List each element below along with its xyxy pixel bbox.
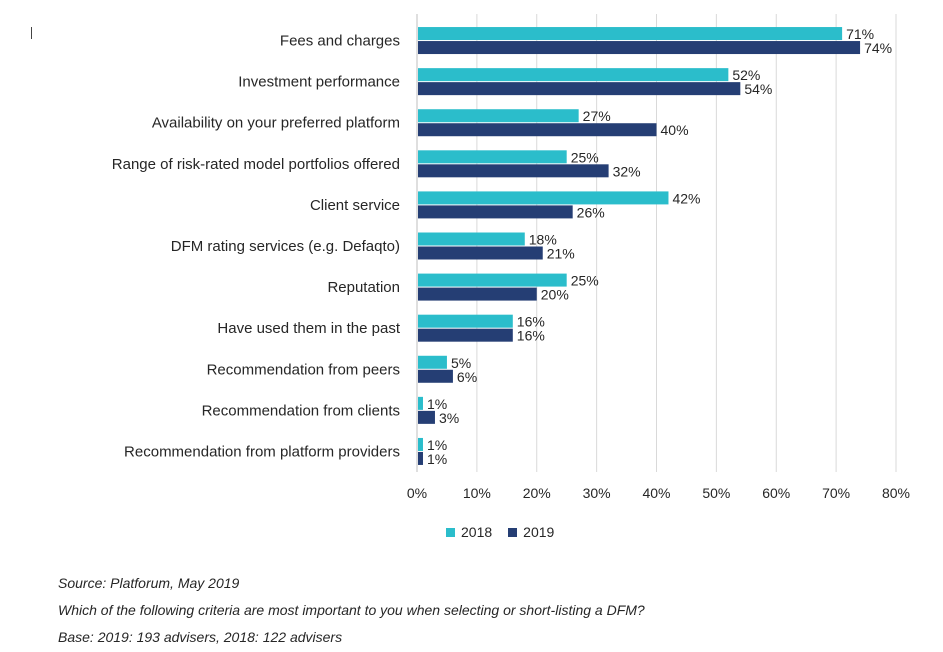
data-label-2019: 6%: [457, 369, 477, 385]
bar-2018: [418, 396, 423, 410]
bar-2019: [418, 328, 513, 342]
bar-2018: [418, 191, 669, 205]
category-label: Range of risk-rated model portfolios off…: [112, 156, 400, 173]
category-label: Recommendation from platform providers: [124, 443, 400, 460]
chart-notes: Source: Platforum, May 2019 Which of the…: [58, 570, 645, 651]
legend-item-2018: 2018: [446, 524, 492, 540]
data-label-2019: 54%: [744, 81, 772, 97]
bar-2019: [418, 41, 861, 55]
bar-2019: [418, 287, 537, 301]
data-label-2018: 1%: [427, 396, 447, 412]
data-label-2019: 1%: [427, 451, 447, 467]
data-label-2018: 42%: [672, 190, 700, 206]
legend-swatch-2018: [446, 527, 455, 537]
text-cursor: [31, 27, 32, 39]
bar-2019: [418, 369, 453, 383]
data-label-2018: 16%: [517, 314, 545, 330]
category-label: Recommendation from clients: [202, 402, 400, 419]
base-note: Base: 2019: 193 advisers, 2018: 122 advi…: [58, 629, 343, 645]
bar-2019: [418, 123, 657, 137]
x-tick-label: 10%: [463, 485, 491, 501]
bar-2018: [418, 437, 423, 451]
bar-2018: [418, 314, 513, 328]
bar-2019: [418, 410, 435, 424]
bar-2019: [418, 246, 543, 260]
bar-2018: [418, 68, 729, 82]
data-label-2019: 26%: [577, 204, 605, 220]
data-label-2018: 27%: [583, 108, 611, 124]
bar-2018: [418, 355, 447, 369]
x-tick-label: 0%: [407, 485, 427, 501]
bar-chart: 0% 10% 20% 30% 40% 50% 60% 70% 80% Fees and charg…: [112, 14, 910, 501]
x-tick-label: 50%: [702, 485, 730, 501]
x-tick-label: 30%: [583, 485, 611, 501]
data-label-2018: 71%: [846, 26, 874, 42]
category-label: Investment performance: [238, 74, 400, 91]
question-note: Which of the following criteria are most…: [58, 602, 645, 618]
category-label: Fees and charges: [280, 33, 400, 50]
data-label-2019: 40%: [661, 122, 689, 138]
data-label-2018: 52%: [732, 67, 760, 83]
x-tick-label: 70%: [822, 485, 850, 501]
data-label-2019: 3%: [439, 410, 459, 426]
bar-2018: [418, 150, 567, 164]
data-label-2018: 25%: [571, 149, 599, 165]
bar-2018: [418, 27, 843, 41]
x-tick-label: 20%: [523, 485, 551, 501]
x-tick-label: 80%: [882, 485, 910, 501]
category-label: Availability on your preferred platform: [152, 115, 400, 132]
x-tick-label: 40%: [642, 485, 670, 501]
category-label: Reputation: [327, 279, 400, 296]
data-label-2019: 21%: [547, 246, 575, 262]
bar-2019: [418, 205, 573, 219]
bar-2019: [418, 82, 741, 96]
bar-2018: [418, 109, 579, 123]
bar-2018: [418, 273, 567, 287]
data-label-2019: 32%: [613, 163, 641, 179]
bar-2019: [418, 164, 609, 178]
data-label-2019: 20%: [541, 287, 569, 303]
legend-label-2018: 2018: [461, 524, 493, 540]
data-label-2018: 5%: [451, 355, 471, 371]
data-label-2018: 18%: [529, 232, 557, 248]
bar-2018: [418, 232, 525, 246]
bar-2019: [418, 451, 423, 465]
legend-label-2019: 2019: [523, 524, 555, 540]
category-label: DFM rating services (e.g. Defaqto): [171, 238, 400, 255]
data-label-2018: 25%: [571, 273, 599, 289]
data-label-2019: 74%: [864, 40, 892, 56]
x-tick-label: 60%: [762, 485, 790, 501]
category-label: Recommendation from peers: [207, 361, 400, 378]
data-label-2019: 16%: [517, 328, 545, 344]
legend-item-2019: 2019: [508, 524, 554, 540]
legend-swatch-2019: [508, 527, 518, 537]
source-note: Source: Platforum, May 2019: [58, 575, 240, 591]
category-label: Have used them in the past: [217, 320, 400, 337]
category-label: Client service: [310, 197, 400, 214]
data-label-2018: 1%: [427, 437, 447, 453]
legend: 2018 2019: [446, 524, 554, 540]
